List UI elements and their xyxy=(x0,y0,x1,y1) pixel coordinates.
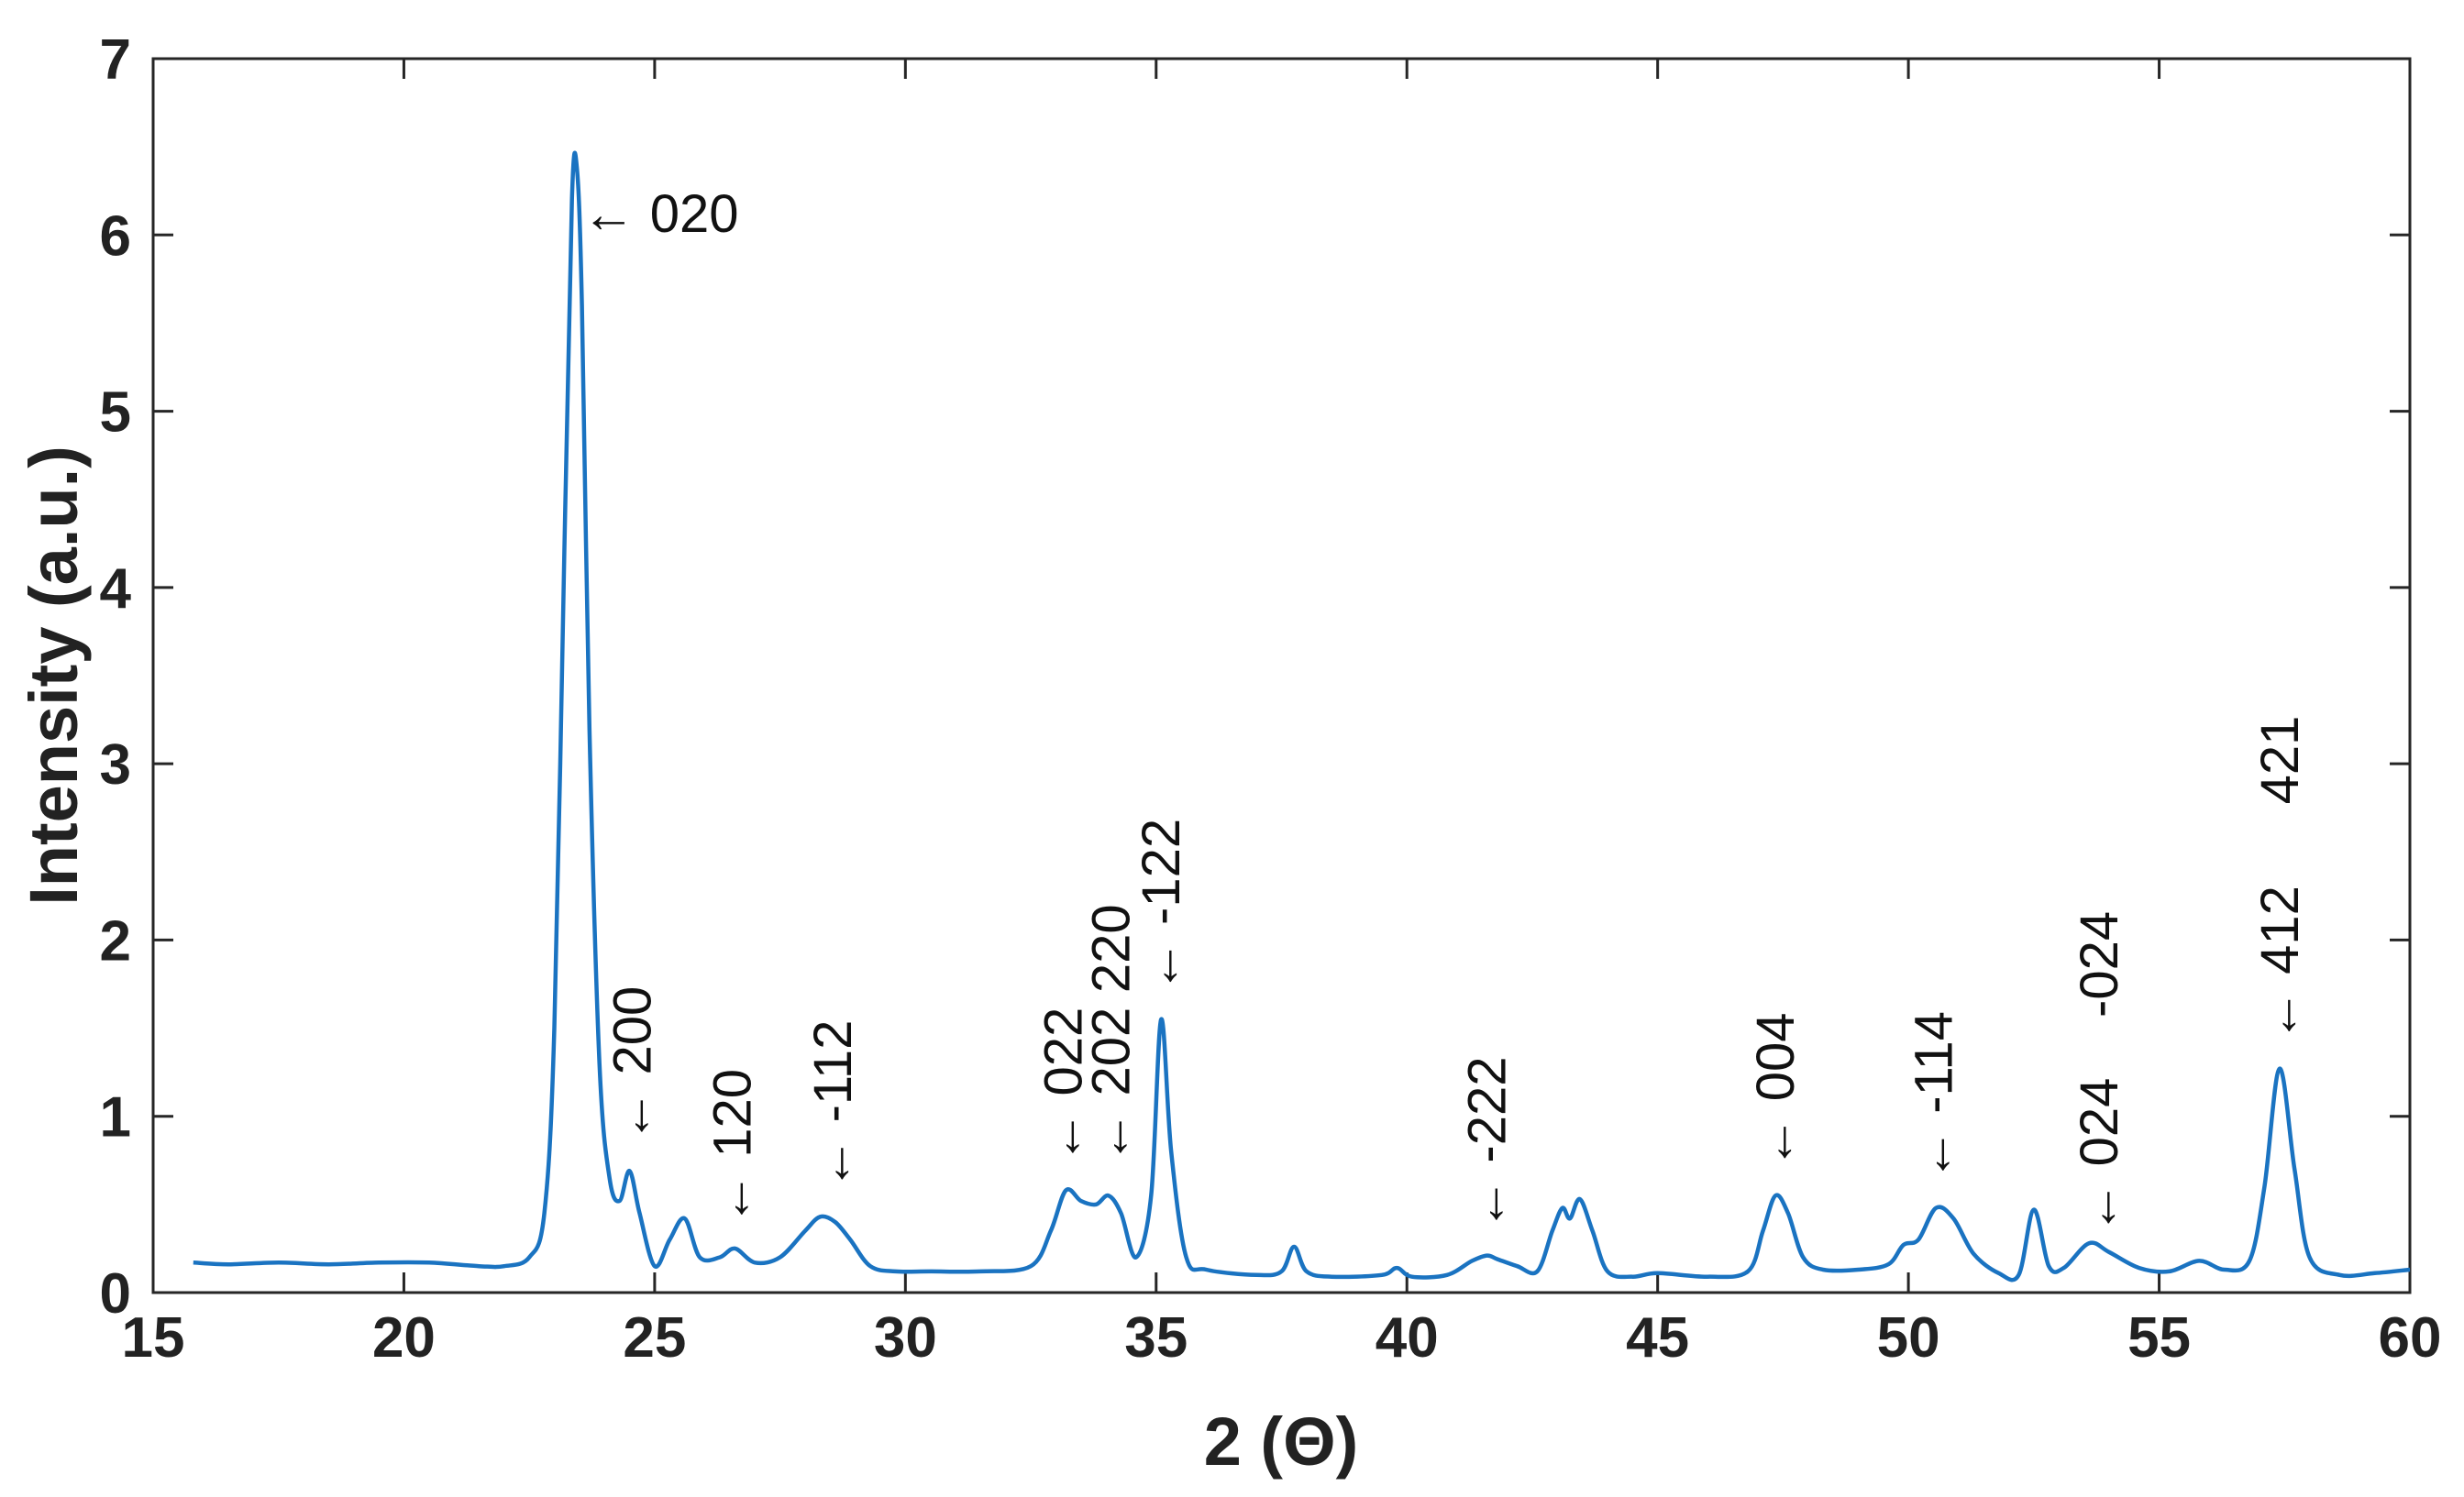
peak-annotation: ← 004 xyxy=(1746,1013,1806,1170)
y-tick-label: 3 xyxy=(100,733,131,797)
peak-annotation: ← -114 xyxy=(1905,1011,1964,1182)
x-tick-label: 30 xyxy=(874,1306,937,1370)
y-tick-label: 5 xyxy=(100,381,131,445)
x-tick-label: 60 xyxy=(2379,1306,2442,1370)
y-tick-label: 7 xyxy=(100,28,131,92)
x-tick-label: 15 xyxy=(122,1306,185,1370)
axis-ticks xyxy=(151,57,2412,1294)
peak-annotations: ← 020 ← 200 ← 120 ← -112 ← 022← 202 220← -122… xyxy=(582,184,2310,1234)
y-tick-label: 0 xyxy=(100,1262,131,1326)
peak-annotation: 220 xyxy=(1082,904,1142,993)
x-tick-label: 20 xyxy=(372,1306,436,1370)
peak-annotation: ← 022 xyxy=(1034,1007,1094,1164)
plot-frame xyxy=(151,57,2412,1294)
peak-annotation: 421 xyxy=(2250,716,2310,805)
y-tick-label: 2 xyxy=(100,909,131,973)
peak-annotation: ← -222 xyxy=(1458,1056,1518,1230)
peak-annotation: ← -112 xyxy=(803,1020,863,1191)
x-tick-label: 45 xyxy=(1626,1306,1689,1370)
y-tick-label: 4 xyxy=(100,557,132,621)
y-axis-label: Intensity (a.u.) xyxy=(16,446,92,906)
series-line xyxy=(193,150,2411,1282)
peak-annotation: ← 200 xyxy=(602,986,662,1143)
peak-annotation: ← 120 xyxy=(703,1069,763,1226)
x-tick-label: 35 xyxy=(1124,1306,1188,1370)
peak-annotation: ← 202 xyxy=(1082,1007,1142,1164)
peak-annotation: ← 412 xyxy=(2250,886,2310,1042)
peak-annotation: -024 xyxy=(2070,911,2129,1018)
x-axis-label: 2 (Θ) xyxy=(1204,1403,1359,1480)
y-tick-label: 6 xyxy=(100,204,131,268)
x-tick-label: 50 xyxy=(1877,1306,1940,1370)
y-tick-label: 1 xyxy=(100,1086,131,1150)
x-tick-label: 40 xyxy=(1376,1306,1439,1370)
x-tick-label: 25 xyxy=(623,1306,686,1370)
peak-annotation: ← 024 xyxy=(2070,1078,2129,1235)
x-tick-label: 55 xyxy=(2127,1306,2191,1370)
peak-annotation: ← 020 xyxy=(582,184,739,244)
peak-annotation: ← -122 xyxy=(1132,819,1191,993)
